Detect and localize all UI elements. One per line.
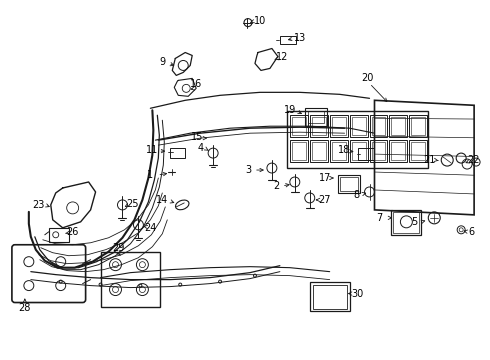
Bar xyxy=(409,140,427,162)
Bar xyxy=(392,117,405,135)
Text: 8: 8 xyxy=(353,190,360,200)
Text: 27: 27 xyxy=(318,195,331,205)
Bar xyxy=(280,36,296,44)
Bar xyxy=(305,108,327,126)
Bar xyxy=(409,115,427,137)
Text: 15: 15 xyxy=(191,132,203,142)
Bar xyxy=(369,115,388,137)
Text: 5: 5 xyxy=(411,217,417,227)
Text: 16: 16 xyxy=(190,79,202,89)
Bar xyxy=(332,117,345,135)
Bar xyxy=(340,177,358,191)
Bar xyxy=(369,140,388,162)
Bar xyxy=(308,111,324,123)
Bar xyxy=(310,140,328,162)
Text: 13: 13 xyxy=(294,32,306,42)
Text: 25: 25 xyxy=(126,199,139,209)
Text: 26: 26 xyxy=(67,227,79,237)
Text: 23: 23 xyxy=(33,200,45,210)
Bar xyxy=(49,228,69,242)
Bar xyxy=(390,140,407,162)
Text: 18: 18 xyxy=(338,145,350,155)
Text: 20: 20 xyxy=(361,73,374,84)
Text: 2: 2 xyxy=(273,181,279,191)
Bar xyxy=(332,142,345,160)
Bar xyxy=(352,142,366,160)
Bar xyxy=(392,210,421,235)
Bar xyxy=(310,282,349,311)
Bar xyxy=(349,140,368,162)
Text: 6: 6 xyxy=(468,227,474,237)
Text: 14: 14 xyxy=(156,195,169,205)
Bar xyxy=(349,115,368,137)
Text: 9: 9 xyxy=(159,58,166,67)
Bar xyxy=(290,115,308,137)
Bar xyxy=(171,148,185,158)
Bar xyxy=(392,142,405,160)
Text: 28: 28 xyxy=(19,302,31,312)
Bar xyxy=(371,117,386,135)
Text: 3: 3 xyxy=(245,165,251,175)
Bar xyxy=(358,148,373,160)
Text: 12: 12 xyxy=(276,53,288,63)
Text: 10: 10 xyxy=(254,15,266,26)
Text: 11: 11 xyxy=(146,145,158,155)
Bar xyxy=(292,117,306,135)
Text: 1: 1 xyxy=(147,170,153,180)
Bar xyxy=(292,142,306,160)
Bar xyxy=(310,115,328,137)
Text: 29: 29 xyxy=(112,243,124,253)
Text: 19: 19 xyxy=(284,105,296,115)
Bar xyxy=(352,117,366,135)
Bar xyxy=(330,140,347,162)
Bar xyxy=(412,117,425,135)
Bar xyxy=(371,142,386,160)
Bar xyxy=(290,140,308,162)
Text: 22: 22 xyxy=(467,155,479,165)
Bar xyxy=(312,117,326,135)
Text: 30: 30 xyxy=(351,289,364,298)
Bar xyxy=(100,252,160,306)
Bar xyxy=(390,115,407,137)
Text: 17: 17 xyxy=(318,173,331,183)
Bar xyxy=(330,115,347,137)
Text: 4: 4 xyxy=(197,143,203,153)
Bar xyxy=(338,175,360,193)
Bar xyxy=(313,285,346,309)
Bar xyxy=(393,212,419,233)
Bar xyxy=(312,142,326,160)
Text: 24: 24 xyxy=(144,223,156,233)
Text: 7: 7 xyxy=(376,213,383,223)
Bar xyxy=(412,142,425,160)
Text: 21: 21 xyxy=(423,155,436,165)
